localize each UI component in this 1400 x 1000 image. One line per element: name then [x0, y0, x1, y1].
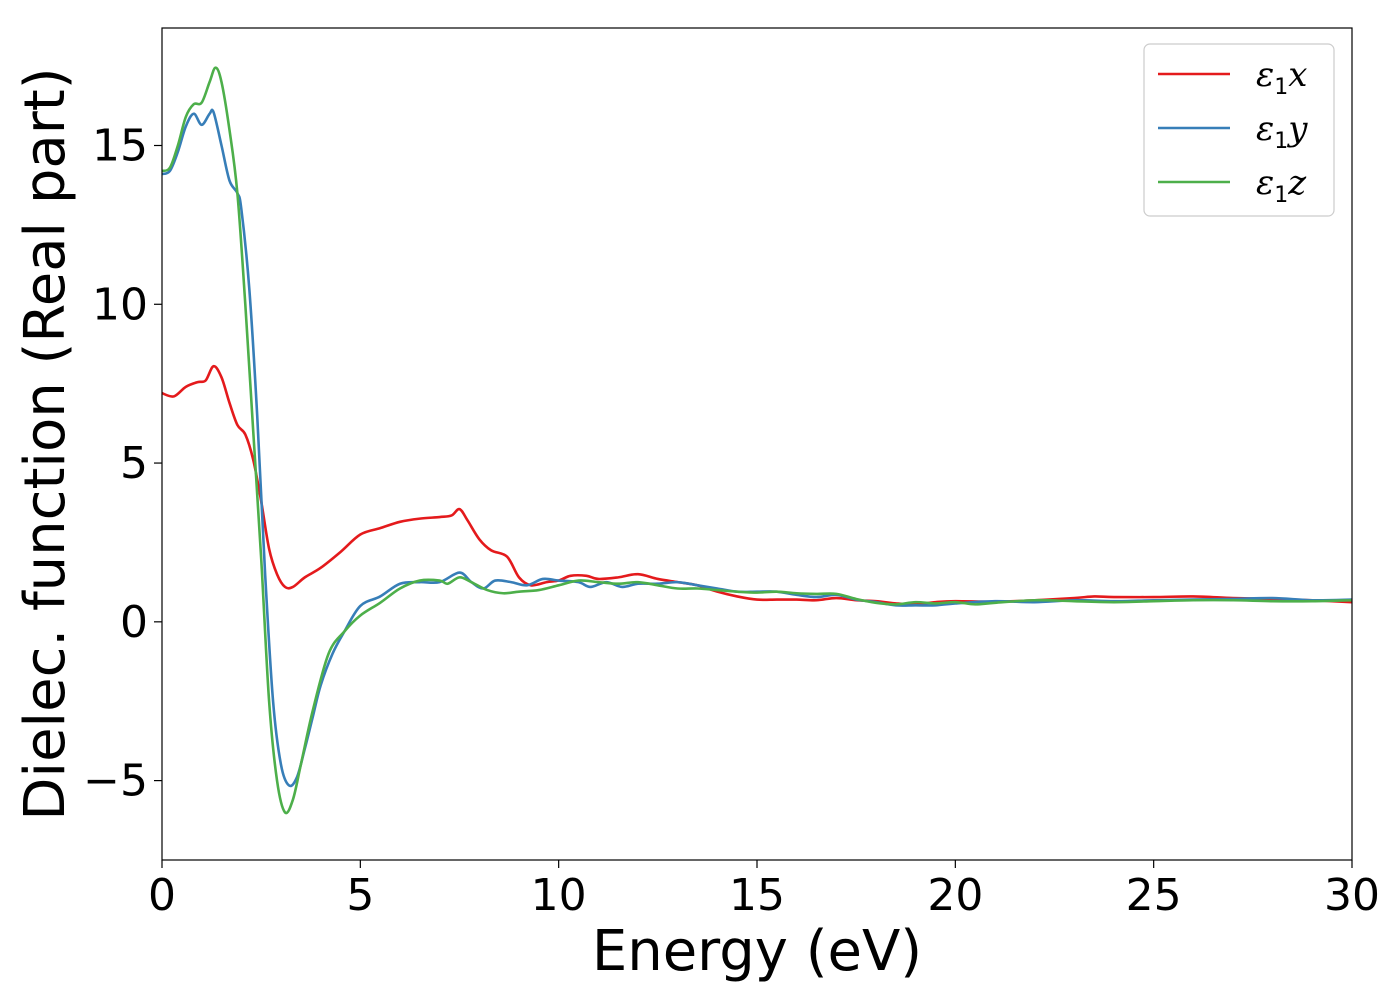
x-tick-label: 30 — [1324, 870, 1380, 921]
x-tick-label: 20 — [927, 870, 983, 921]
series-line-z-component — [162, 66, 1352, 815]
y-axis-title: Dielec. function (Real part) — [13, 67, 78, 820]
x-tick-label: 10 — [531, 870, 587, 921]
x-tick-label: 5 — [346, 870, 374, 921]
x-axis-ticks: 0 5 10 15 20 25 30 — [148, 860, 1380, 921]
legend-label: ε1x — [1256, 55, 1307, 100]
x-tick-label: 15 — [729, 870, 785, 921]
x-axis-title: Energy (eV) — [592, 919, 922, 984]
y-tick-label: 0 — [120, 597, 148, 648]
legend-label: ε1z — [1256, 163, 1307, 208]
y-tick-label: 10 — [92, 279, 148, 330]
y-axis-ticks: −5 0 5 10 15 — [83, 120, 162, 807]
legend: ε1x ε1y ε1z — [1143, 43, 1335, 217]
legend-label: ε1y — [1256, 109, 1308, 154]
x-tick-label: 0 — [148, 870, 176, 921]
series-layer — [162, 66, 1352, 815]
legend-box — [1143, 43, 1335, 217]
y-tick-label: 15 — [92, 120, 148, 171]
x-tick-label: 25 — [1126, 870, 1182, 921]
y-tick-label: −5 — [83, 756, 148, 807]
series-line-y-component — [162, 108, 1352, 788]
y-tick-label: 5 — [120, 438, 148, 489]
